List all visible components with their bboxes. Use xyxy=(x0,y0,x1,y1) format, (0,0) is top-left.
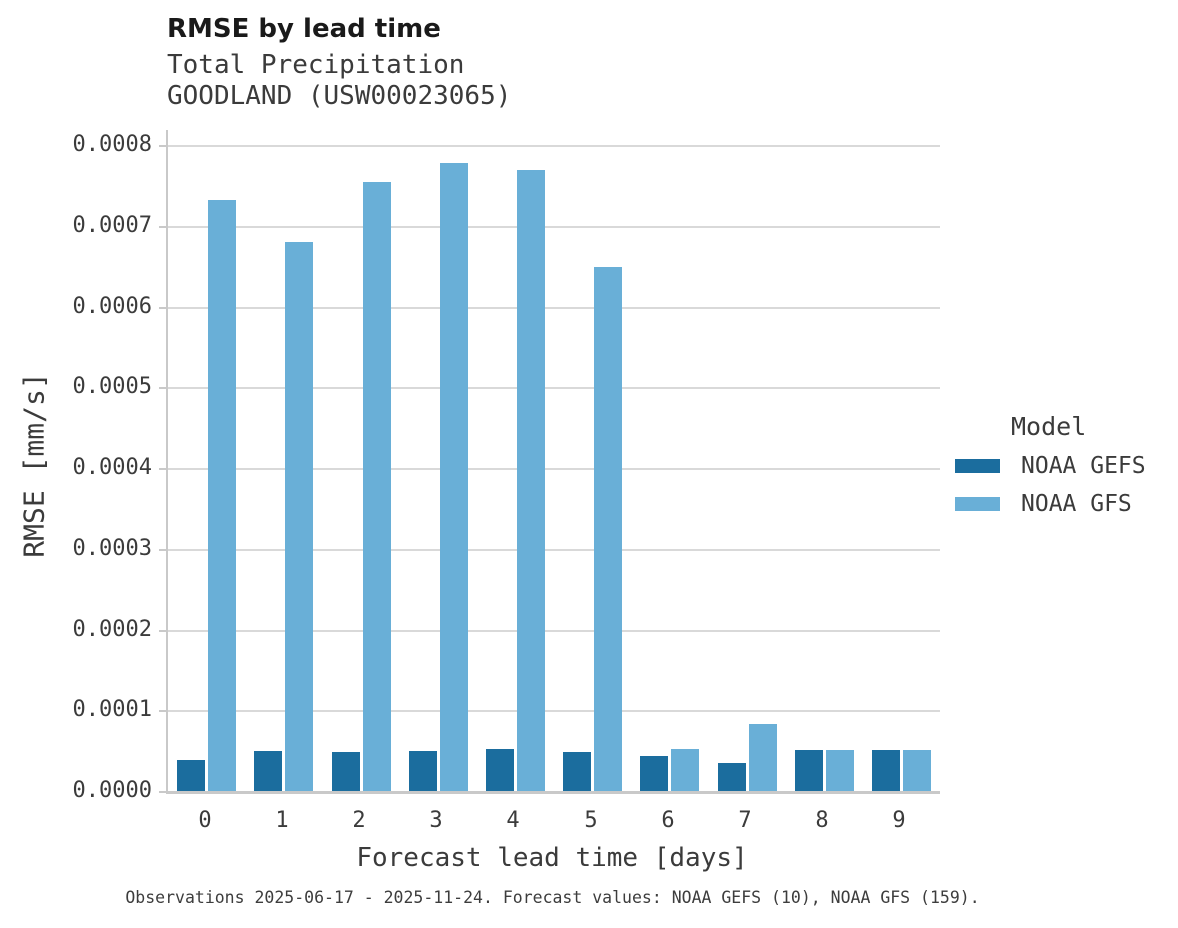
bar-noaa-gefs-day7 xyxy=(718,763,746,792)
legend-swatch-gfs xyxy=(955,497,1000,511)
x-tick-label: 6 xyxy=(661,808,675,833)
gridline xyxy=(168,306,940,309)
bar-noaa-gefs-day6 xyxy=(640,756,668,792)
caption: Observations 2025-06-17 - 2025-11-24. Fo… xyxy=(125,888,980,907)
y-tick-mark xyxy=(159,145,166,148)
x-axis-line xyxy=(166,791,940,794)
bar-noaa-gefs-day1 xyxy=(254,751,282,792)
subtitle-variable: Total Precipitation xyxy=(167,50,465,80)
legend-entry-gfs: NOAA GFS xyxy=(955,491,1178,517)
bar-noaa-gfs-day3 xyxy=(440,163,468,792)
bar-noaa-gfs-day8 xyxy=(826,750,854,792)
bar-noaa-gfs-day6 xyxy=(671,749,699,792)
bar-noaa-gfs-day7 xyxy=(749,724,777,792)
y-tick-label: 0.0007 xyxy=(72,212,152,238)
legend-entry-gefs: NOAA GEFS xyxy=(955,453,1178,479)
gridline xyxy=(168,468,940,471)
y-tick-label: 0.0000 xyxy=(72,778,152,803)
x-tick-label: 1 xyxy=(275,808,289,833)
legend-swatch-gefs xyxy=(955,459,1000,473)
gridline xyxy=(168,225,940,228)
plot-area xyxy=(159,130,940,794)
bar-noaa-gfs-day9 xyxy=(903,750,931,792)
chart-subtitle: Total Precipitation GOODLAND (USW00023065… xyxy=(167,50,511,112)
bar-noaa-gfs-day2 xyxy=(363,182,391,792)
y-tick-mark xyxy=(159,791,166,793)
gridline xyxy=(168,145,940,148)
y-tick-label: 0.0001 xyxy=(72,697,152,723)
y-tick-label: 0.0008 xyxy=(72,132,152,158)
legend-label-gefs: NOAA GEFS xyxy=(1021,453,1146,479)
bar-noaa-gefs-day9 xyxy=(872,750,900,792)
bar-noaa-gfs-day4 xyxy=(517,170,545,792)
y-tick-label: 0.0003 xyxy=(72,535,152,561)
y-tick-mark xyxy=(159,468,166,471)
y-tick-label: 0.0005 xyxy=(72,374,152,400)
chart-title: RMSE by lead time xyxy=(167,14,441,44)
y-tick-mark xyxy=(159,710,166,713)
bar-noaa-gefs-day2 xyxy=(332,752,360,792)
x-tick-label: 7 xyxy=(738,808,752,833)
bar-noaa-gefs-day5 xyxy=(563,752,591,792)
gridline xyxy=(168,710,940,713)
bar-noaa-gefs-day8 xyxy=(795,750,823,792)
y-tick-mark xyxy=(159,629,166,632)
y-tick-mark xyxy=(159,548,166,551)
gridline xyxy=(168,629,940,632)
x-tick-label: 0 xyxy=(198,808,212,833)
y-tick-mark xyxy=(159,306,166,309)
x-tick-label: 8 xyxy=(815,808,829,833)
bar-noaa-gefs-day3 xyxy=(409,751,437,792)
x-tick-label: 3 xyxy=(429,808,443,833)
x-tick-label: 2 xyxy=(352,808,366,833)
y-tick-mark xyxy=(159,387,166,390)
y-tick-label: 0.0002 xyxy=(72,616,152,642)
y-tick-mark xyxy=(159,225,166,228)
gridline xyxy=(168,387,940,390)
bar-noaa-gefs-day4 xyxy=(486,749,514,792)
y-tick-label: 0.0004 xyxy=(72,455,152,481)
legend-label-gfs: NOAA GFS xyxy=(1021,491,1132,517)
bar-noaa-gfs-day5 xyxy=(594,267,622,792)
gridline xyxy=(168,548,940,551)
bar-noaa-gfs-day1 xyxy=(285,242,313,792)
x-axis-title: Forecast lead time [days] xyxy=(356,843,748,873)
legend: Model NOAA GEFS NOAA GFS xyxy=(955,412,1178,517)
x-tick-label: 9 xyxy=(892,808,906,833)
bar-noaa-gefs-day0 xyxy=(177,760,205,792)
x-tick-label: 5 xyxy=(584,808,598,833)
bar-noaa-gfs-day0 xyxy=(208,200,236,792)
x-tick-label: 4 xyxy=(506,808,520,833)
legend-title: Model xyxy=(1011,412,1087,441)
y-tick-label: 0.0006 xyxy=(72,293,152,319)
subtitle-station: GOODLAND (USW00023065) xyxy=(167,81,512,111)
